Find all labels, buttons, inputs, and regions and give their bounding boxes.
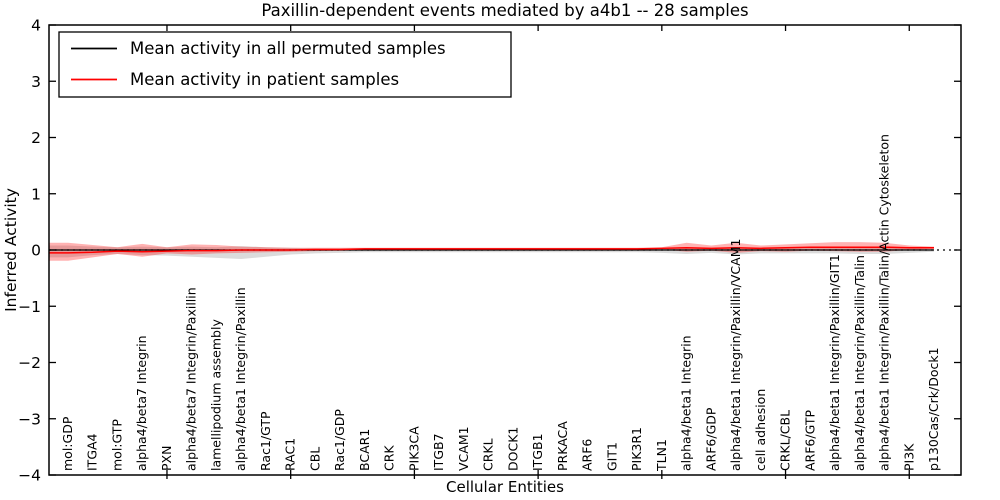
x-tick-label: CRK bbox=[382, 445, 397, 471]
x-tick-label: mol:GDP bbox=[60, 416, 75, 471]
y-tick-label: 4 bbox=[31, 17, 41, 35]
x-tick-label: ITGB1 bbox=[530, 433, 545, 471]
x-tick-label: ITGA4 bbox=[85, 433, 100, 471]
x-tick-label: ARF6/GDP bbox=[703, 407, 718, 471]
y-tick-label: 1 bbox=[31, 185, 41, 203]
x-tick-label: CBL bbox=[307, 447, 322, 471]
x-tick-label: PIK3CA bbox=[406, 426, 421, 471]
x-tick-label: CRKL/CBL bbox=[778, 410, 793, 471]
x-tick-label: p130Cas/Crk/Dock1 bbox=[926, 347, 941, 471]
x-tick-label: ARF6/GTP bbox=[802, 410, 817, 471]
x-tick-label: alpha4/beta7 Integrin/Paxillin bbox=[184, 287, 199, 471]
x-tick-label: cell adhesion bbox=[753, 389, 768, 471]
x-axis-label: Cellular Entities bbox=[446, 478, 564, 496]
x-tick-label: Rac1/GTP bbox=[258, 411, 273, 471]
x-tick-label: Rac1/GDP bbox=[332, 409, 347, 471]
x-tick-label: BCAR1 bbox=[357, 429, 372, 471]
x-tick-label: TLN1 bbox=[654, 439, 669, 472]
x-tick-label: alpha4/beta1 Integrin/Paxillin/VCAM1 bbox=[728, 239, 743, 471]
x-tick-label: alpha4/beta1 Integrin/Paxillin bbox=[233, 287, 248, 471]
y-tick-label: −3 bbox=[18, 410, 41, 428]
x-tick-label: alpha4/beta1 Integrin/Paxillin/Talin bbox=[852, 255, 867, 471]
x-tick-label: CRKL bbox=[481, 438, 496, 471]
x-tick-label: alpha4/beta1 Integrin/Paxillin/Talin/Act… bbox=[877, 134, 892, 471]
x-tick-label: mol:GTP bbox=[109, 419, 124, 471]
patient-band bbox=[49, 242, 934, 261]
x-tick-label: ITGB7 bbox=[431, 433, 446, 471]
x-tick-label: PI3K bbox=[901, 443, 916, 471]
x-tick-label: PIK3R1 bbox=[629, 427, 644, 471]
y-tick-label: −2 bbox=[18, 354, 41, 372]
chart-title: Paxillin-dependent events mediated by a4… bbox=[261, 1, 748, 20]
patient-mean-line bbox=[49, 246, 934, 254]
y-tick-label: −4 bbox=[18, 467, 41, 485]
x-tick-label: ARF6 bbox=[580, 439, 595, 471]
x-tick-label: lamellipodium assembly bbox=[208, 319, 223, 471]
legend-label: Mean activity in patient samples bbox=[130, 70, 399, 89]
x-tick-label: alpha4/beta1 Integrin/Paxillin/GIT1 bbox=[827, 254, 842, 471]
y-tick-label: 0 bbox=[31, 242, 41, 260]
x-tick-label: alpha4/beta1 Integrin bbox=[679, 335, 694, 471]
y-tick-label: 2 bbox=[31, 129, 41, 147]
x-tick-label: PXN bbox=[159, 446, 174, 471]
x-tick-label: GIT1 bbox=[604, 442, 619, 471]
legend-label: Mean activity in all permuted samples bbox=[130, 39, 446, 58]
x-tick-label: RAC1 bbox=[283, 438, 298, 471]
y-tick-label: −1 bbox=[18, 298, 41, 316]
x-tick-label: VCAM1 bbox=[456, 426, 471, 471]
x-tick-label: DOCK1 bbox=[505, 427, 520, 471]
legend-box bbox=[58, 31, 512, 98]
y-axis-label: Inferred Activity bbox=[2, 188, 20, 312]
x-tick-label: PRKACA bbox=[555, 421, 570, 471]
y-tick-label: 3 bbox=[31, 73, 41, 91]
x-tick-label: alpha4/beta7 Integrin bbox=[134, 335, 149, 471]
